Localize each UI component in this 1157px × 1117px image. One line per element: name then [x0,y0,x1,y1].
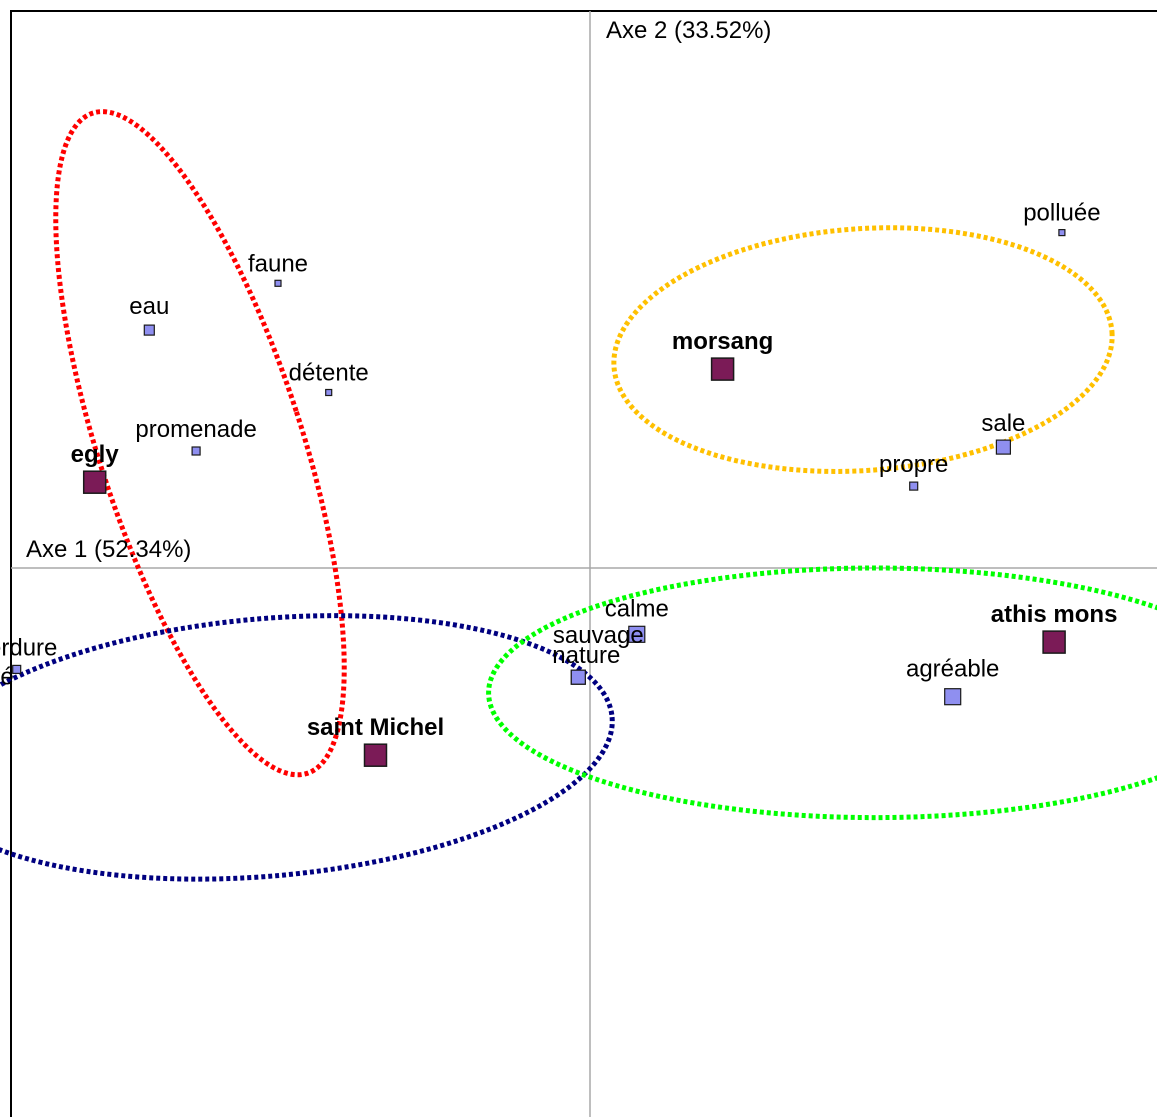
word-point-nature [570,669,586,685]
word-point-polluee [1058,229,1066,237]
word-label-tranquilite: tranquilité [0,664,14,691]
word-label-nature: nature [552,642,620,669]
word-label-polluee: polluée [1023,200,1100,227]
word-point-verdure [12,664,22,675]
word-label-promenade: promenade [135,416,256,443]
axis-1-label: Axe 1 (52.34%) [26,536,191,563]
site-label-athis-mons: athis mons [991,601,1118,628]
site-point-athis-mons [1042,630,1066,654]
word-label-verdure: verdure [0,634,57,661]
word-label-propre: propre [879,451,948,478]
word-point-propre [909,481,919,491]
word-point-promenade [191,446,201,456]
marker-group [12,229,1066,767]
plot-frame [10,10,1157,1117]
site-label-egly: egly [71,441,120,468]
green-ellipse [486,565,1157,821]
word-point-calme [628,625,646,643]
site-point-morsang [710,357,735,381]
site-label-saint-michel: saint Michel [307,714,444,741]
word-label-faune: faune [248,250,308,277]
word-point-sale [995,439,1012,455]
axis-2-label: Axe 2 (33.52%) [606,17,771,44]
word-point-agreable [944,688,962,706]
site-point-egly [82,470,107,494]
site-point-saint-michel [363,743,388,767]
word-point-eau [143,324,155,336]
blue-ellipse [0,613,615,882]
yellow-ellipse [611,225,1115,474]
site-label-morsang: morsang [672,328,773,355]
word-label-sauvage: sauvage [553,622,644,649]
word-point-detente [325,388,333,397]
word-label-calme: calme [605,595,669,622]
word-label-detente: détente [289,360,369,387]
word-label-eau: eau [129,293,169,320]
word-label-agreable: agréable [906,656,999,683]
label-group: polluée faune eau détente promenade sale propr… [0,200,1117,742]
word-label-sale: sale [981,410,1025,437]
word-point-faune [274,279,282,287]
